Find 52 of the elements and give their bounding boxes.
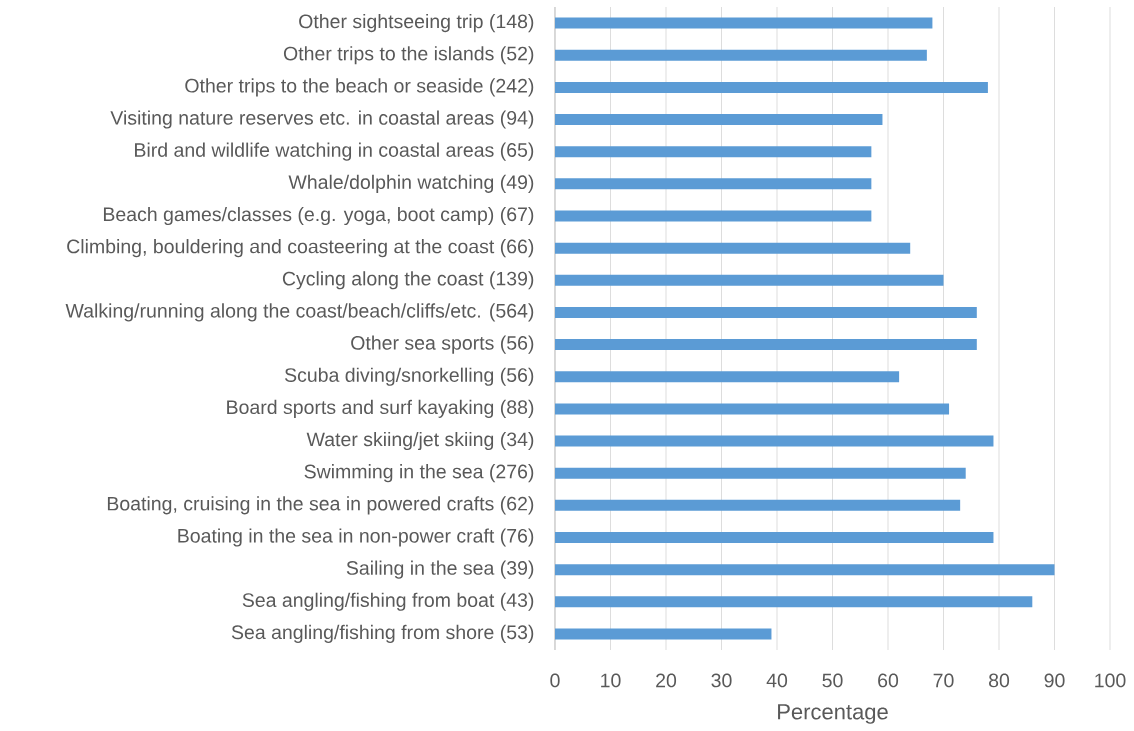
bar [555, 371, 900, 383]
bar [555, 17, 933, 29]
x-tick-label: 90 [1044, 673, 1065, 688]
bar [555, 628, 772, 640]
bar [555, 178, 872, 190]
bar [555, 146, 872, 158]
x-tick-label: 10 [601, 673, 621, 688]
y-tick-label: Boating in the sea in non-power craft (76) [178, 528, 534, 547]
bar [555, 49, 927, 61]
x-tick-label: 100 [1095, 673, 1126, 688]
y-tick-label: Other sea sports (56) [351, 335, 534, 354]
x-tick-label: 20 [656, 673, 677, 688]
bar [555, 242, 911, 254]
y-tick-label: Climbing, bouldering and coasteering at the coast (66) [67, 239, 534, 258]
bar [555, 339, 977, 351]
y-tick-label: Board sports and surf kayaking (88) [227, 399, 534, 418]
x-tick-label: 40 [766, 673, 788, 688]
bar [555, 435, 994, 447]
y-tick-label: Visiting nature reserves etc. in coastal areas (94) [110, 110, 534, 129]
bar [555, 531, 994, 543]
x-tick-label: 50 [822, 673, 843, 688]
y-tick-label: Scuba diving/snorkelling (56) [284, 367, 534, 386]
y-tick-label: Other trips to the islands (52) [283, 46, 534, 65]
y-tick-label: Whale/dolphin watching (49) [288, 174, 534, 193]
bar [555, 306, 977, 318]
x-tick-label: 80 [989, 673, 1010, 688]
x-tick-label: 70 [933, 673, 954, 688]
y-tick-label: Other sightseeing trip (148) [299, 13, 534, 33]
bar [555, 467, 966, 479]
x-tick-label: 60 [878, 673, 899, 688]
y-tick-label: Sailing in the sea (39) [346, 560, 534, 579]
bar [555, 210, 872, 222]
y-tick-label: Walking/running along the coast/beach/cliffs/etc. (564) [65, 303, 534, 322]
y-tick-label: Swimming in the sea (276) [304, 464, 534, 483]
x-tick-label: 0 [550, 673, 560, 688]
bar [555, 499, 961, 511]
y-tick-label: Cycling along the coast (139) [282, 271, 534, 290]
y-tick-label: Water skiing/jet skiing (34) [306, 431, 534, 451]
bar [555, 596, 1033, 608]
x-tick-label: 30 [711, 673, 732, 688]
bar [555, 274, 944, 286]
bar [555, 564, 1055, 576]
bar [555, 403, 950, 415]
y-tick-label: Bird and wildlife watching in coastal areas (65) [135, 142, 534, 161]
y-tick-label: Boating, cruising in the sea in powered crafts (62) [107, 496, 534, 515]
y-tick-label: Sea angling/fishing from boat (43) [242, 592, 534, 611]
x-axis-title: Percentage [778, 704, 888, 724]
y-tick-label: Other trips to the beach or seaside (242) [185, 78, 534, 97]
y-tick-label: Sea angling/fishing from shore (53) [231, 624, 534, 644]
y-tick-label: Beach games/classes (e.g. yoga, boot camp) (67) [103, 206, 534, 226]
bar [555, 81, 988, 93]
bar [555, 114, 883, 126]
